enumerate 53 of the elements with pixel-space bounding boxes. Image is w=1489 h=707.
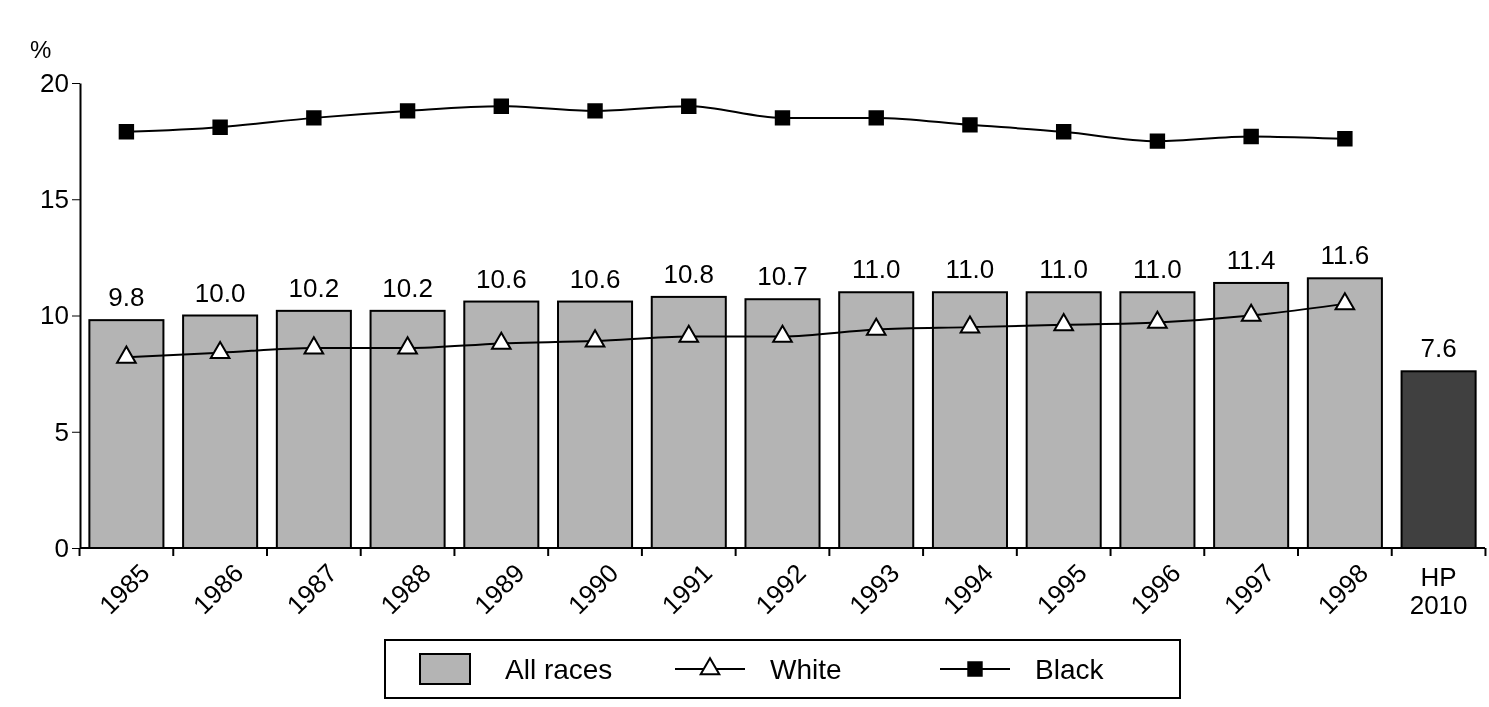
data-label: 11.0 xyxy=(1039,254,1089,285)
point xyxy=(774,110,791,126)
point xyxy=(584,329,606,348)
point xyxy=(303,336,325,355)
data-label: 7.6 xyxy=(1420,333,1457,364)
point xyxy=(587,103,603,119)
y-tick-label: 20 xyxy=(40,67,69,98)
data-label: 11.0 xyxy=(945,254,995,285)
point xyxy=(491,331,512,350)
point xyxy=(1240,303,1262,322)
point xyxy=(1055,124,1072,140)
data-label: 10.8 xyxy=(663,258,715,289)
y-tick-label: 0 xyxy=(54,532,69,563)
data-label: 9.8 xyxy=(108,282,145,313)
point xyxy=(772,324,793,343)
data-label: 11.4 xyxy=(1226,244,1276,275)
point xyxy=(212,119,228,135)
point xyxy=(399,103,416,119)
legend-label: Black xyxy=(1035,654,1105,685)
point xyxy=(1334,292,1356,311)
point xyxy=(306,110,322,126)
point xyxy=(493,98,510,114)
point xyxy=(1149,133,1166,149)
data-label: 10.6 xyxy=(569,263,621,294)
point xyxy=(1147,310,1168,329)
data-label: 11.0 xyxy=(851,254,901,285)
point xyxy=(962,117,978,133)
data-label: 10.0 xyxy=(194,277,246,308)
data-label: 11.6 xyxy=(1320,240,1370,271)
data-label: 10.2 xyxy=(382,272,433,303)
data-label: 10.7 xyxy=(757,261,808,292)
legend-label: White xyxy=(770,654,842,685)
x-tick-label: HP 2010 xyxy=(1409,562,1468,620)
point xyxy=(1243,128,1259,145)
point xyxy=(959,315,981,334)
y-axis-title: % xyxy=(30,36,52,63)
y-tick-label: 5 xyxy=(54,416,69,447)
y-tick-label: 10 xyxy=(40,300,69,331)
data-label: 11.0 xyxy=(1133,254,1182,285)
point xyxy=(681,98,697,114)
point xyxy=(865,317,887,336)
point xyxy=(868,110,884,126)
point xyxy=(1053,313,1074,332)
y-tick-label: 15 xyxy=(40,184,69,215)
data-label: 10.2 xyxy=(288,272,340,303)
data-label: 10.6 xyxy=(476,263,527,294)
point xyxy=(116,345,137,364)
legend-label: All races xyxy=(505,654,613,685)
point xyxy=(678,324,700,343)
point xyxy=(209,340,231,360)
point xyxy=(118,124,135,140)
point xyxy=(397,336,418,355)
point xyxy=(1337,131,1353,147)
